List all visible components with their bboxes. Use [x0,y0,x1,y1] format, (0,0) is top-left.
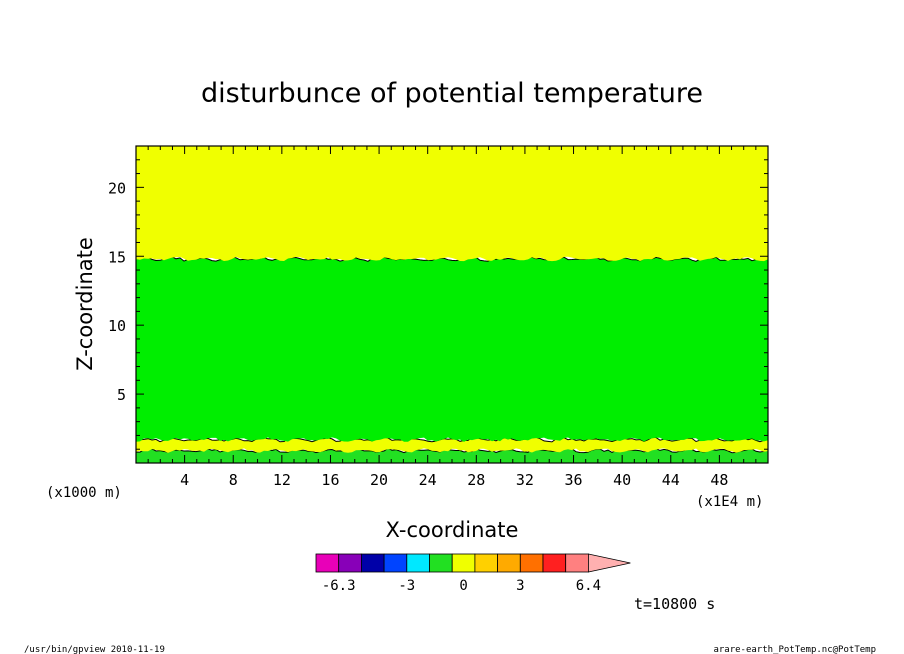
x-tick-label: 20 [370,471,388,489]
colorbar [315,553,631,573]
footer-left: /usr/bin/gpview 2010-11-19 [24,645,165,654]
colorbar-label: -3 [398,578,415,594]
x-tick-label: 28 [467,471,485,489]
colorbar-segment [451,553,476,573]
x-tick-label: 44 [662,471,680,489]
colorbar-labels: -6.3 -3 0 3 6.4 [322,578,601,594]
x-tick-label: 24 [419,471,437,489]
time-label: t=10800 s [634,595,715,613]
x-tick-label: 36 [565,471,583,489]
y-tick-label: 15 [108,248,126,266]
x-axis-label: X-coordinate [386,518,519,542]
y-tick-label: 20 [108,179,126,197]
chart-title: disturbunce of potential temperature [201,78,703,109]
contour-region-2 [136,256,768,442]
colorbar-label: 0 [459,578,467,594]
colorbar-segment [542,553,567,573]
colorbar-label: 3 [516,578,524,594]
x-tick-label: 12 [273,471,291,489]
colorbar-segment [497,553,521,573]
colorbar-segment [474,553,498,573]
contour-region-3 [136,146,768,262]
colorbar-segment [383,553,408,573]
x-tick-label: 16 [321,471,339,489]
y-tick-labels: 5 10 15 20 [108,179,126,404]
x-tick-label: 48 [710,471,728,489]
x-tick-label: 8 [229,471,238,489]
colorbar-label: 6.4 [576,578,601,594]
footer-right: arare-earth_PotTemp.nc@PotTemp [713,645,876,654]
x-tick-label: 40 [613,471,631,489]
plot-area [135,145,769,464]
x-tick-labels: 4 8 12 16 20 24 28 32 36 40 44 48 [180,471,728,489]
colorbar-segment [360,553,385,573]
y-tick-label: 5 [117,386,126,404]
x-unit-right: (x1E4 m) [696,494,763,510]
colorbar-segment [565,553,589,573]
colorbar-label: -6.3 [322,578,356,594]
colorbar-segment [406,553,430,573]
x-unit-left: (x1000 m) [46,485,122,501]
x-tick-label: 4 [180,471,189,489]
x-tick-label: 32 [516,471,534,489]
axis-ticks [136,146,768,463]
colorbar-segment [338,553,362,573]
colorbar-segment [429,553,453,573]
colorbar-segment [315,553,340,573]
colorbar-segment [519,553,544,573]
contour-line-0 [136,447,769,454]
y-tick-label: 10 [108,317,126,335]
y-axis-label: Z-coordinate [73,237,97,371]
colorbar-arrow [588,553,631,573]
